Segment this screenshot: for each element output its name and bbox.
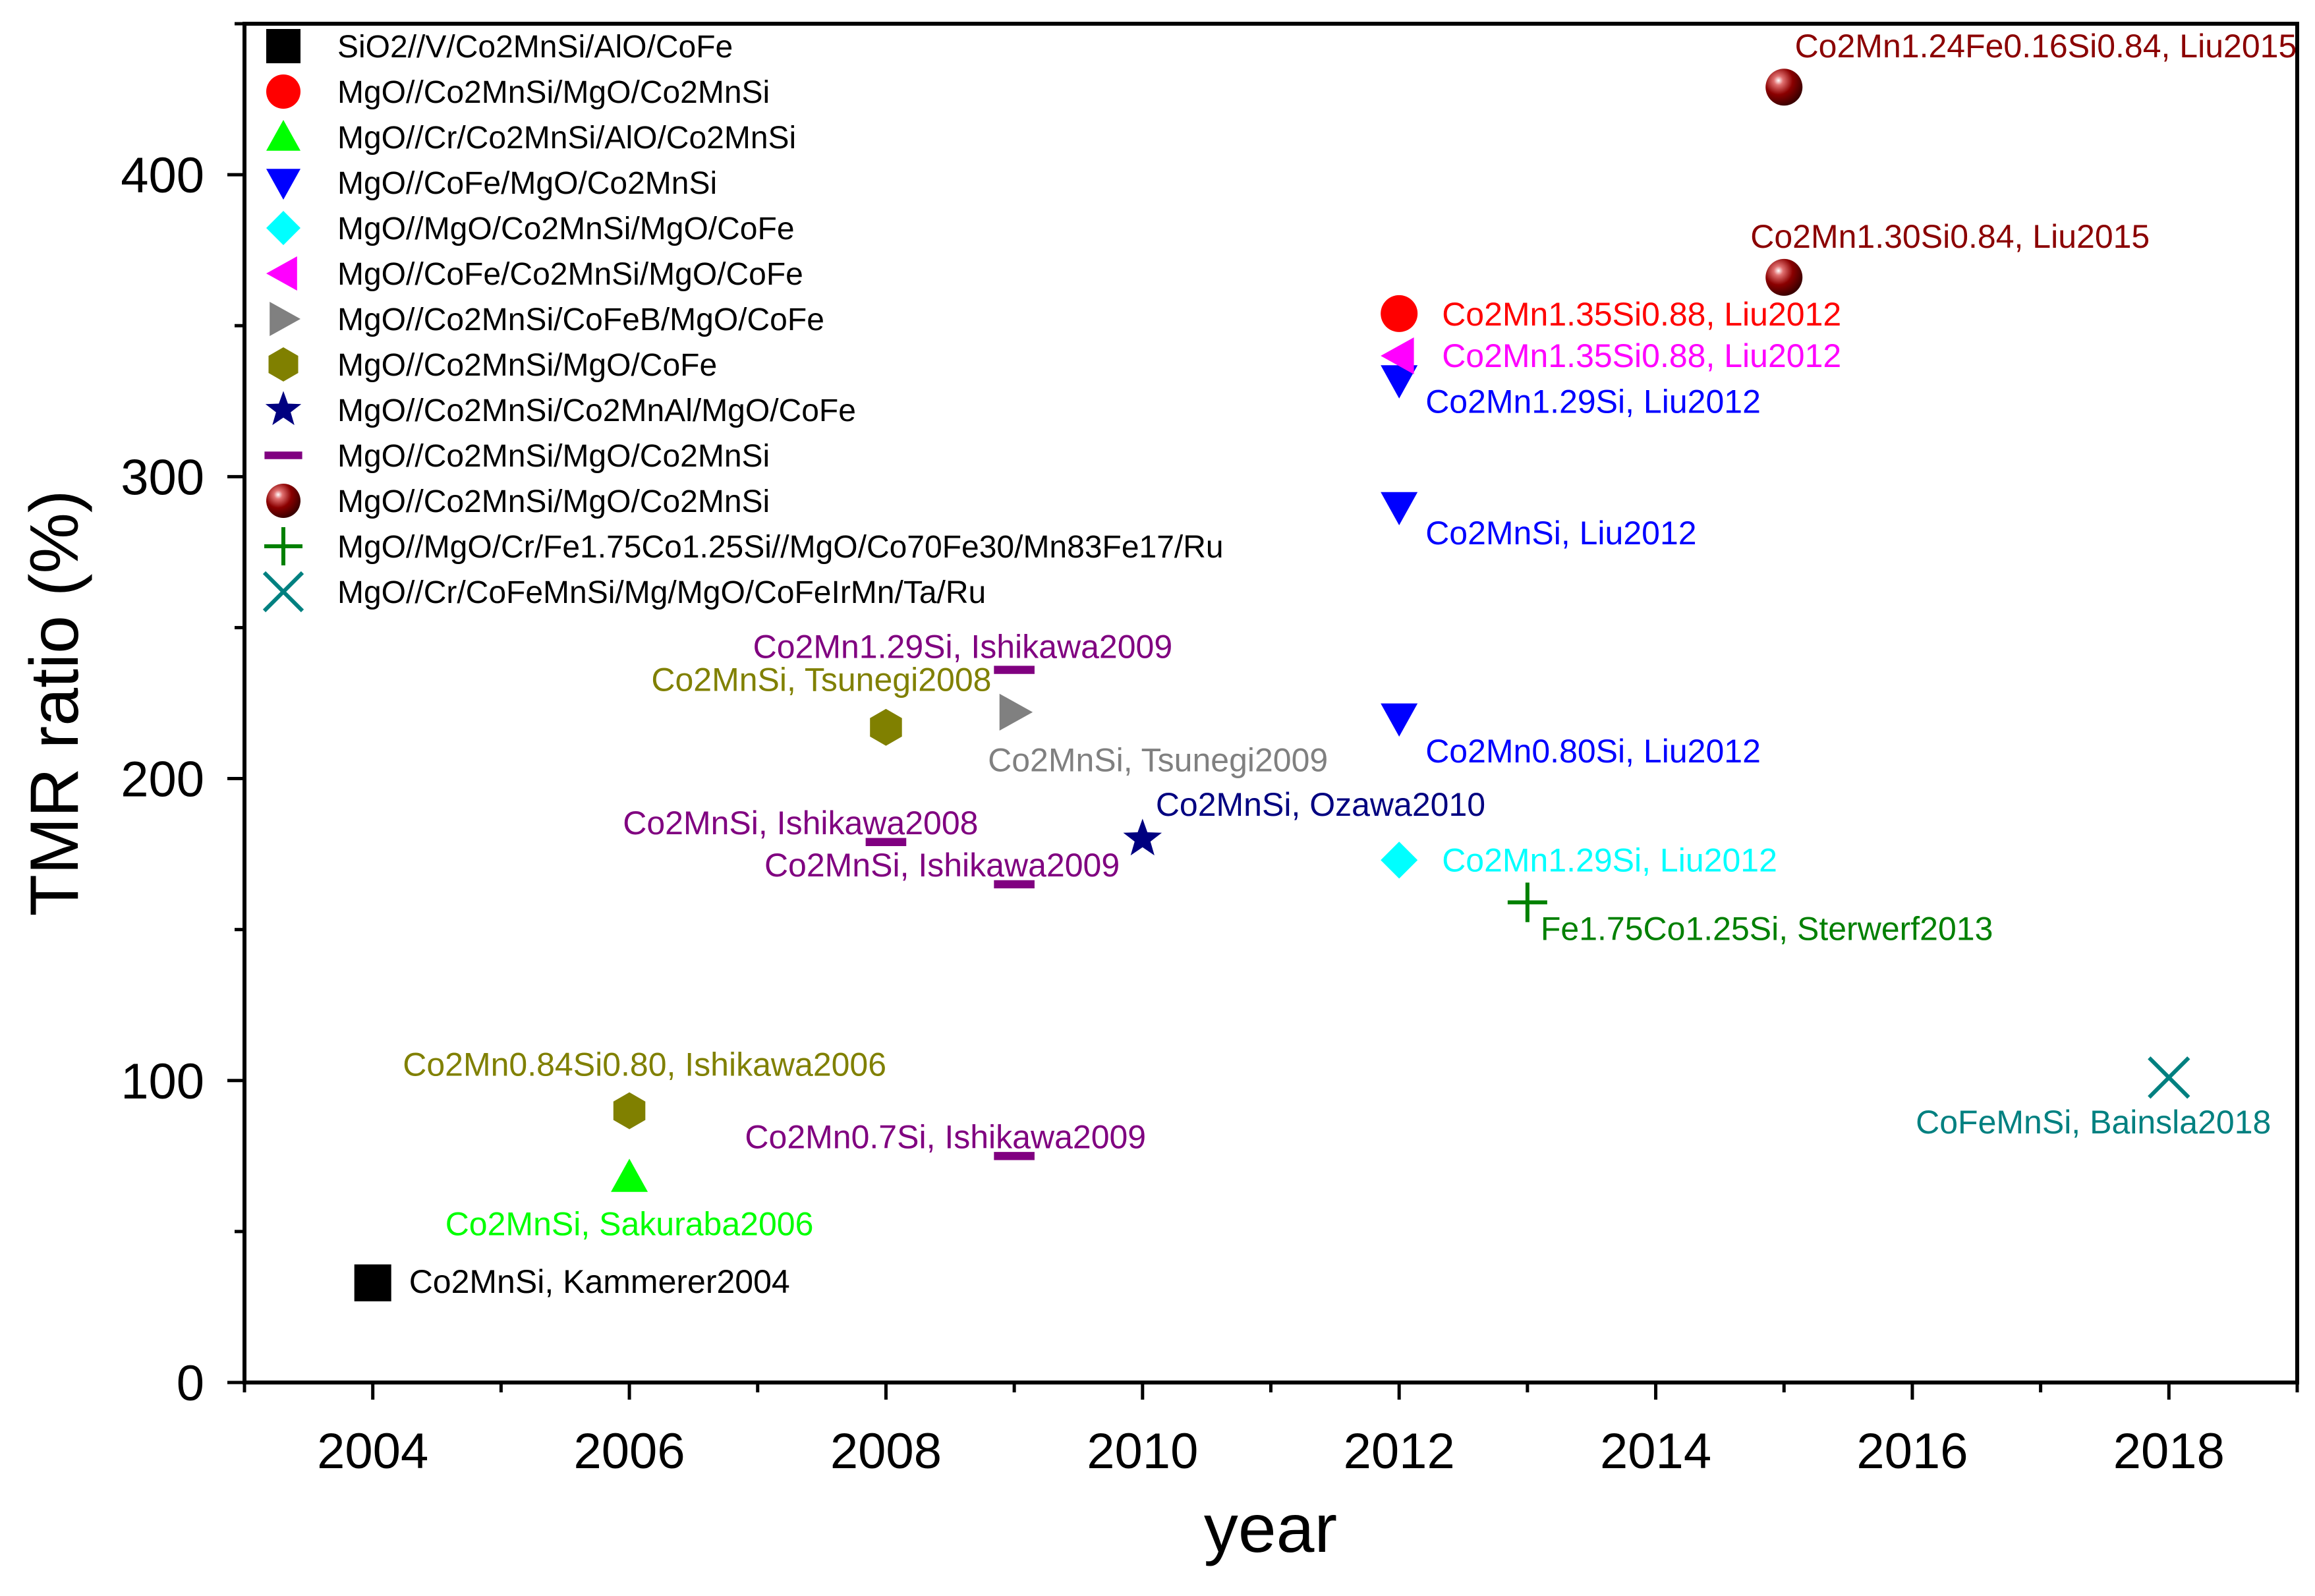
point-annotation: Co2MnSi, Ozawa2010 bbox=[1156, 786, 1485, 823]
x-tick-label: 2018 bbox=[2113, 1423, 2225, 1479]
point-annotation: Co2MnSi, Liu2012 bbox=[1425, 515, 1696, 552]
data-point bbox=[1507, 882, 1547, 923]
y-axis-title: TMR ratio (%) bbox=[16, 490, 93, 916]
legend-label: MgO//CoFe/Co2MnSi/MgO/CoFe bbox=[337, 257, 803, 292]
x-tick-label: 2004 bbox=[317, 1423, 428, 1479]
axis-ticks bbox=[227, 22, 2299, 1400]
data-point bbox=[1381, 295, 1418, 332]
legend-label: MgO//CoFe/MgO/Co2MnSi bbox=[337, 166, 717, 201]
legend-label: MgO//Cr/Co2MnSi/AlO/Co2MnSi bbox=[337, 121, 796, 156]
data-point bbox=[999, 693, 1033, 731]
y-tick-label: 400 bbox=[121, 148, 204, 204]
legend-marker bbox=[270, 302, 300, 336]
data-point bbox=[1123, 818, 1162, 856]
y-tick-label: 200 bbox=[121, 752, 204, 808]
x-tick-label: 2006 bbox=[574, 1423, 685, 1479]
point-annotations: Co2MnSi, Kammerer2004 Co2Mn1.35Si0.88, Li… bbox=[403, 28, 2297, 1300]
point-annotation: Co2MnSi, Tsunegi2008 bbox=[651, 662, 991, 698]
point-annotation: Co2MnSi, Ishikawa2008 bbox=[623, 805, 978, 841]
legend-label: MgO//Cr/CoFeMnSi/Mg/MgO/CoFeIrMn/Ta/Ru bbox=[337, 575, 986, 610]
data-point bbox=[1765, 69, 1803, 106]
y-tick-label: 0 bbox=[177, 1355, 204, 1411]
data-point bbox=[611, 1158, 648, 1192]
legend-label: MgO//Co2MnSi/MgO/Co2MnSi bbox=[337, 484, 770, 519]
point-annotation: Co2MnSi, Tsunegi2009 bbox=[988, 742, 1328, 779]
legend-label: MgO//Co2MnSi/MgO/Co2MnSi bbox=[337, 439, 770, 474]
legend-marker bbox=[266, 169, 300, 200]
data-points bbox=[354, 69, 2190, 1301]
point-annotation: Co2Mn1.35Si0.88, Liu2012 bbox=[1442, 296, 1841, 333]
point-annotation: Co2Mn0.84Si0.80, Ishikawa2006 bbox=[403, 1046, 886, 1083]
point-annotation: Co2MnSi, Ishikawa2009 bbox=[764, 847, 1120, 884]
legend-label: MgO//Co2MnSi/MgO/Co2MnSi bbox=[337, 75, 770, 110]
point-annotation: Co2Mn1.30Si0.84, Liu2015 bbox=[1750, 218, 2150, 255]
point-annotation: Co2MnSi, Kammerer2004 bbox=[409, 1263, 790, 1300]
data-point bbox=[354, 1264, 391, 1301]
legend-marker bbox=[266, 29, 300, 63]
legend: SiO2//V/Co2MnSi/AlO/CoFe MgO//Co2MnSi/MgO… bbox=[262, 29, 1224, 613]
point-annotation: Co2MnSi, Sakuraba2006 bbox=[445, 1205, 814, 1242]
point-annotation: Co2Mn1.29Si, Liu2012 bbox=[1442, 841, 1777, 878]
legend-marker bbox=[266, 120, 300, 151]
legend-marker bbox=[264, 527, 302, 565]
legend-label: MgO//Co2MnSi/Co2MnAl/MgO/CoFe bbox=[337, 393, 856, 428]
legend-label: SiO2//V/Co2MnSi/AlO/CoFe bbox=[337, 30, 733, 65]
point-annotation: Co2Mn0.7Si, Ishikawa2009 bbox=[745, 1118, 1146, 1155]
x-tick-label: 2014 bbox=[1600, 1423, 1711, 1479]
legend-marker bbox=[265, 391, 302, 426]
data-point bbox=[1381, 703, 1418, 737]
point-annotation: Co2Mn0.80Si, Liu2012 bbox=[1425, 733, 1761, 770]
data-point bbox=[613, 1092, 646, 1129]
data-point bbox=[870, 708, 902, 746]
legend-label: MgO//Co2MnSi/MgO/CoFe bbox=[337, 348, 717, 383]
axis-tick-labels: 2004 2006 2008 2010 2012 2014 2016 2018 0 100 200 3… bbox=[121, 148, 2225, 1479]
x-tick-label: 2008 bbox=[830, 1423, 942, 1479]
data-point bbox=[2148, 1056, 2190, 1099]
legend-label: MgO//Co2MnSi/CoFeB/MgO/CoFe bbox=[337, 302, 824, 337]
legend-marker bbox=[266, 484, 300, 518]
point-annotation: CoFeMnSi, Bainsla2018 bbox=[1916, 1104, 2271, 1141]
data-point bbox=[1381, 365, 1418, 399]
legend-label: MgO//MgO/Cr/Fe1.75Co1.25Si//MgO/Co70Fe30… bbox=[337, 530, 1224, 565]
x-tick-label: 2012 bbox=[1344, 1423, 1455, 1479]
x-tick-label: 2010 bbox=[1087, 1423, 1198, 1479]
point-annotation: Fe1.75Co1.25Si, Sterwerf2013 bbox=[1541, 910, 1993, 947]
y-tick-label: 300 bbox=[121, 449, 204, 505]
y-tick-label: 100 bbox=[121, 1054, 204, 1110]
legend-marker bbox=[262, 571, 304, 613]
legend-marker bbox=[266, 211, 300, 245]
legend-label: MgO//MgO/Co2MnSi/MgO/CoFe bbox=[337, 212, 795, 246]
legend-marker bbox=[266, 74, 300, 109]
data-point bbox=[1381, 492, 1418, 526]
x-axis-title: year bbox=[1204, 1491, 1337, 1567]
data-point bbox=[1765, 258, 1803, 296]
x-tick-label: 2016 bbox=[1856, 1423, 1968, 1479]
legend-marker bbox=[266, 256, 297, 291]
point-annotation: Co2Mn1.24Fe0.16Si0.84, Liu2015 bbox=[1795, 28, 2297, 65]
data-point bbox=[1381, 337, 1414, 375]
point-annotation: Co2Mn1.29Si, Ishikawa2009 bbox=[753, 629, 1173, 666]
data-point bbox=[1381, 841, 1418, 879]
legend-marker bbox=[268, 347, 299, 382]
point-annotation: Co2Mn1.35Si0.88, Liu2012 bbox=[1442, 337, 1841, 374]
point-annotation: Co2Mn1.29Si, Liu2012 bbox=[1425, 384, 1761, 420]
